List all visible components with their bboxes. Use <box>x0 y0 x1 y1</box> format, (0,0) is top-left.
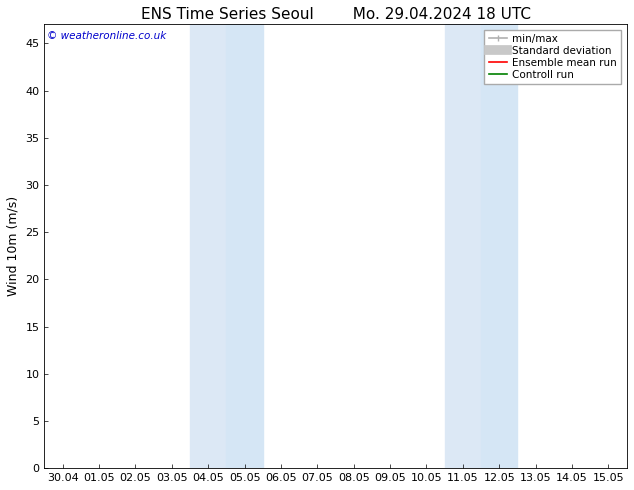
Bar <box>481 24 517 468</box>
Bar <box>226 24 262 468</box>
Bar <box>444 24 481 468</box>
Title: ENS Time Series Seoul        Mo. 29.04.2024 18 UTC: ENS Time Series Seoul Mo. 29.04.2024 18 … <box>141 7 531 22</box>
Y-axis label: Wind 10m (m/s): Wind 10m (m/s) <box>7 196 20 296</box>
Text: © weatheronline.co.uk: © weatheronline.co.uk <box>48 31 167 41</box>
Legend: min/max, Standard deviation, Ensemble mean run, Controll run: min/max, Standard deviation, Ensemble me… <box>484 30 621 84</box>
Bar <box>190 24 226 468</box>
